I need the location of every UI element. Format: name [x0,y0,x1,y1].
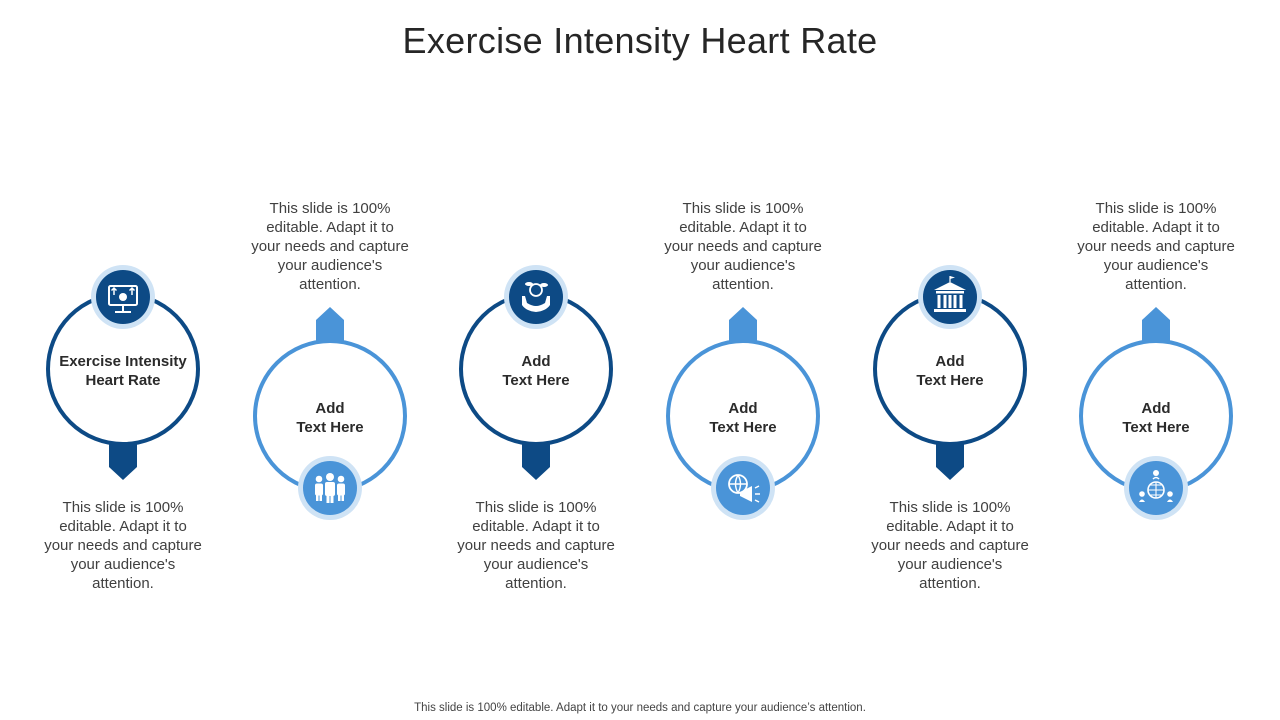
step-3-description: This slide is 100% editable. Adapt it to… [457,499,615,592]
step-6-label: Add Text Here [1122,400,1190,436]
step-1 [46,265,200,480]
step-6-pointer [1142,307,1170,343]
slide-title: Exercise Intensity Heart Rate [402,20,878,61]
monitor-money-icon [91,265,155,329]
footer-note: This slide is 100% editable. Adapt it to… [414,702,866,714]
step-2 [253,307,407,520]
step-3 [459,265,613,480]
step-5-label: Add Text Here [916,353,984,389]
step-5-pointer [936,443,964,480]
step-1-pointer [109,443,137,480]
global-network-icon [1124,456,1188,520]
step-4-pointer [729,307,757,343]
hand-coins-icon [504,265,568,329]
bank-building-icon [918,265,982,329]
step-3-pointer [522,443,550,480]
step-6 [1079,307,1233,520]
step-1-label: Exercise Intensity Heart Rate [59,353,187,389]
step-3-label: Add Text Here [502,353,570,389]
step-2-label: Add Text Here [296,400,364,436]
team-group-icon [298,456,362,520]
step-6-description: This slide is 100% editable. Adapt it to… [1077,200,1235,293]
step-5-description: This slide is 100% editable. Adapt it to… [871,499,1029,592]
step-5 [873,265,1027,480]
step-2-pointer [316,307,344,343]
step-4-description: This slide is 100% editable. Adapt it to… [664,200,822,293]
step-4-label: Add Text Here [709,400,777,436]
step-2-description: This slide is 100% editable. Adapt it to… [251,200,409,293]
globe-megaphone-icon [711,456,775,520]
step-1-description: This slide is 100% editable. Adapt it to… [44,499,202,592]
step-4 [666,307,820,520]
